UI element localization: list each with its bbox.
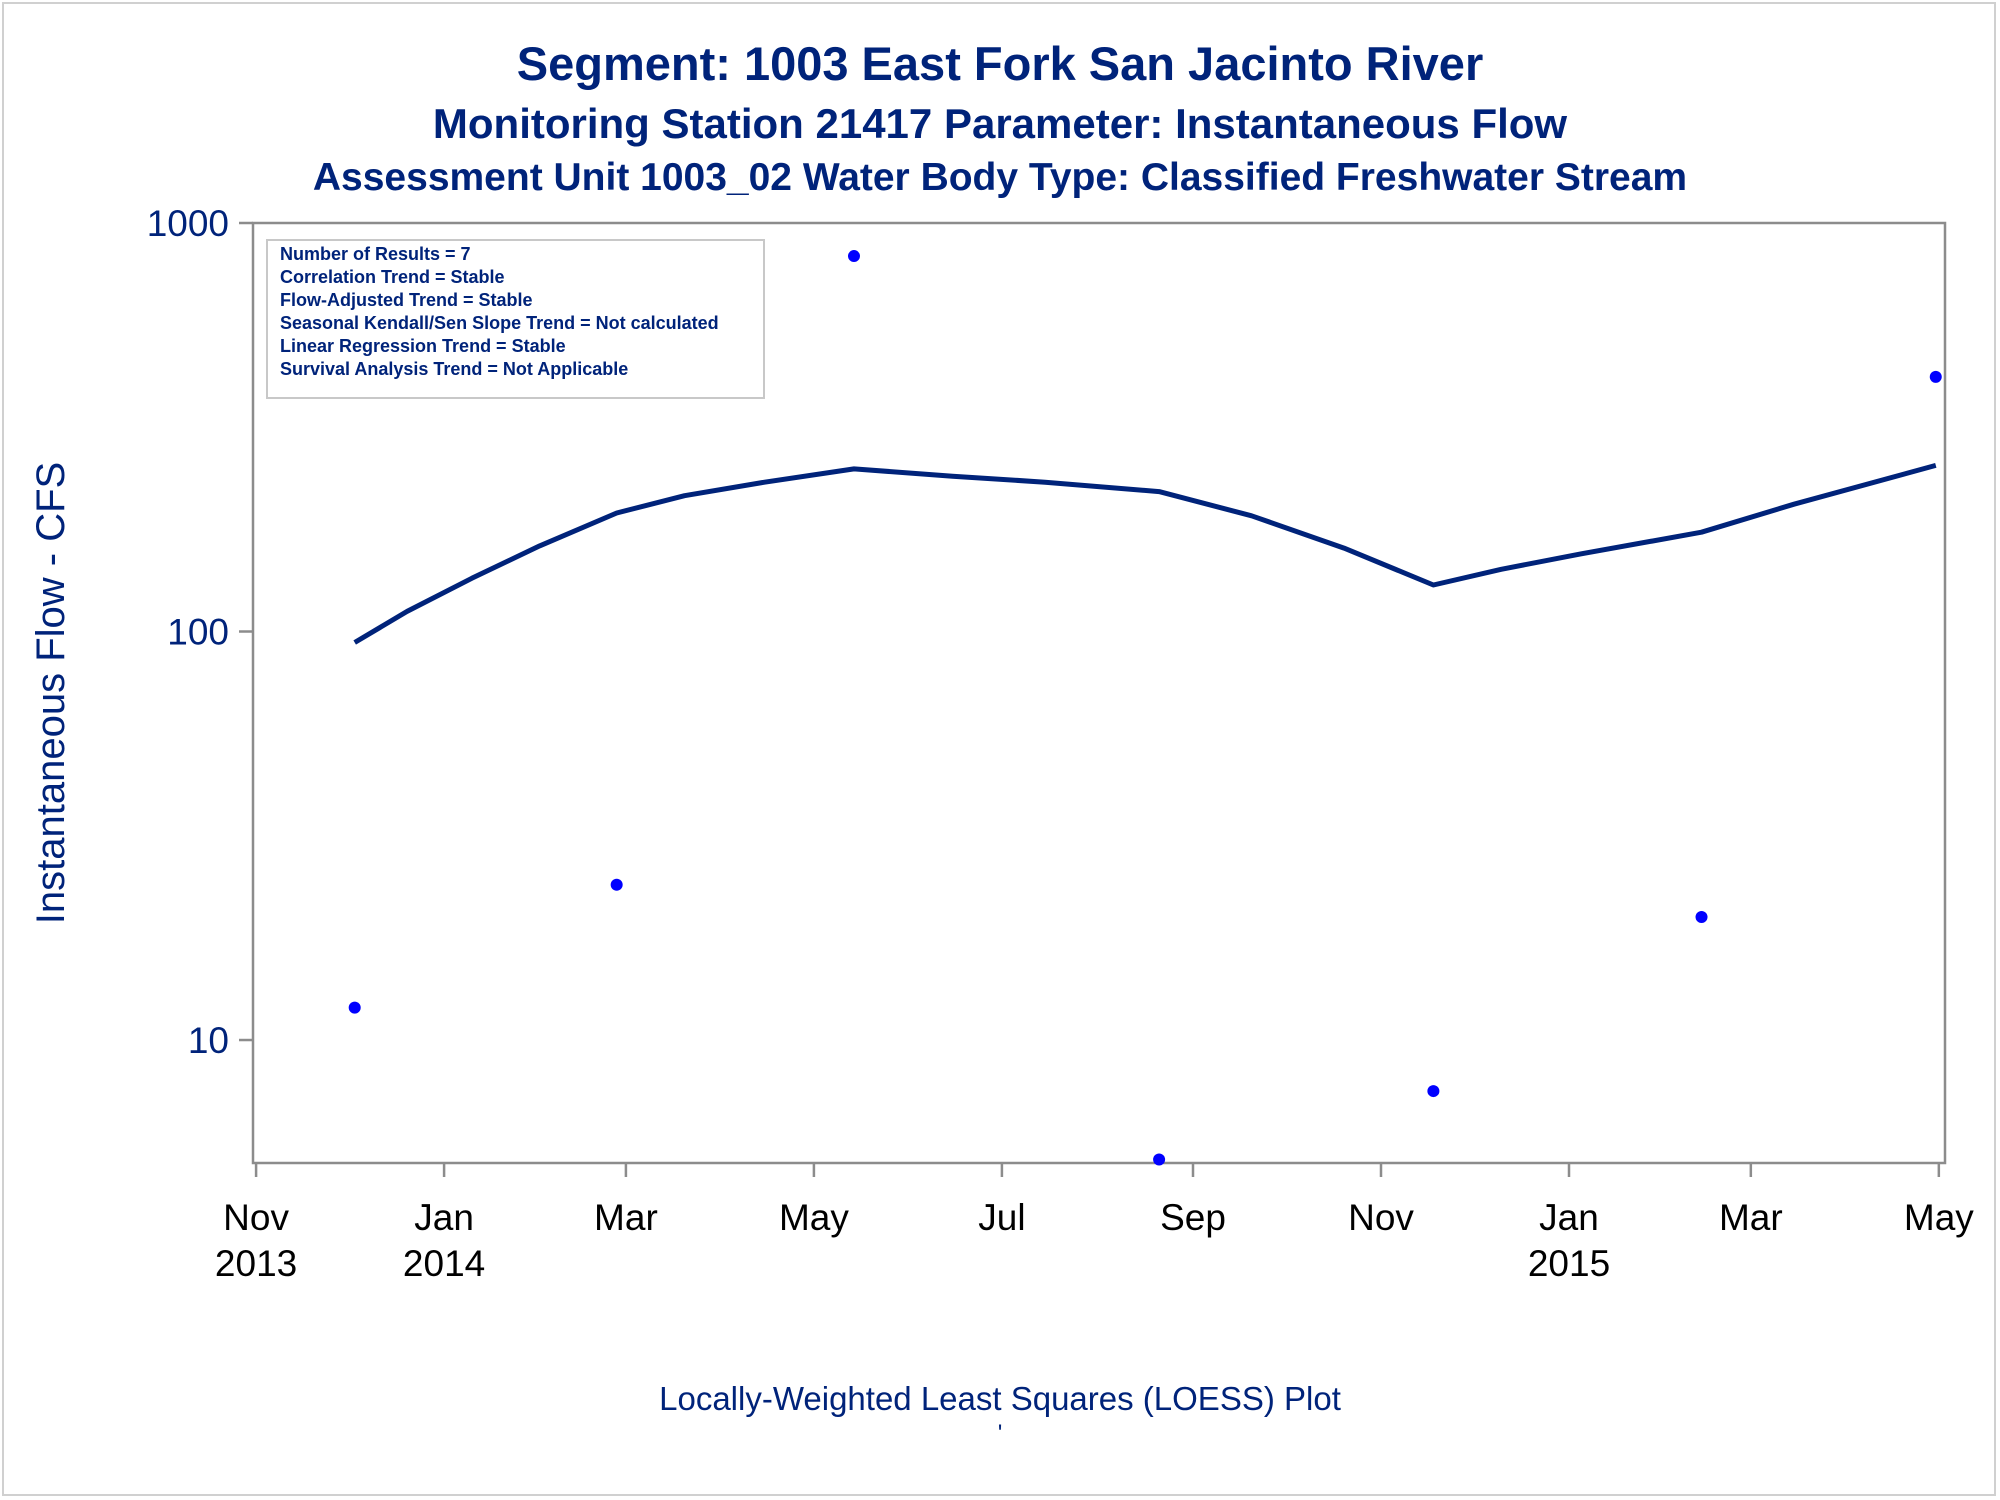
chart-title: Segment: 1003 East Fork San Jacinto Rive… — [516, 37, 1484, 90]
y-tick-label: 1000 — [147, 203, 229, 244]
stats-box-line: Linear Regression Trend = Stable — [280, 336, 566, 356]
x-tick-label-month: Jan — [414, 1197, 474, 1238]
y-axis-label: Instantaneous Flow - CFS — [29, 462, 73, 924]
loess-curve — [353, 462, 1937, 645]
y-tick-label: 100 — [167, 612, 229, 653]
x-tick-label-year: 2015 — [1528, 1243, 1610, 1284]
data-point — [1427, 1085, 1440, 1098]
x-axis: Nov 2013 Jan 2014 Mar May Jul Sep Nov Jan 2015 Mar M… — [215, 1163, 1974, 1284]
chart-subtitle-assessment: Assessment Unit 1003_02 Water Body Type:… — [312, 156, 1688, 199]
x-tick-label-month: Sep — [1160, 1197, 1226, 1238]
chart-footnote: Locally-Weighted Least Squares (LOESS) P… — [659, 1380, 1341, 1417]
x-tick-label-month: Mar — [594, 1197, 658, 1238]
x-tick-label-month: Mar — [1719, 1197, 1783, 1238]
stats-box-line: Survival Analysis Trend = Not Applicable — [280, 359, 628, 379]
y-axis: 10 100 1000 — [147, 203, 253, 1061]
stats-box-line: Flow-Adjusted Trend = Stable — [280, 290, 533, 310]
x-tick-label-year: 2013 — [215, 1243, 297, 1284]
x-tick-label-month: Jul — [978, 1197, 1025, 1238]
data-points — [348, 250, 1942, 1166]
chart-footnote-mark: ' — [997, 1420, 1003, 1447]
y-tick-label: 10 — [188, 1020, 229, 1061]
data-point — [847, 250, 860, 263]
chart-subtitle-station: Monitoring Station 21417 Parameter: Inst… — [432, 100, 1568, 147]
x-tick-label-month: May — [779, 1197, 849, 1238]
stats-legend-box: Number of Results = 7 Correlation Trend =… — [266, 239, 765, 399]
stats-box-line: Correlation Trend = Stable — [280, 267, 505, 287]
stats-box-line: Seasonal Kendall/Sen Slope Trend = Not c… — [280, 313, 719, 333]
x-tick-label-month: May — [1904, 1197, 1974, 1238]
x-tick-label-month: Jan — [1539, 1197, 1599, 1238]
x-tick-label-year: 2014 — [403, 1243, 485, 1284]
data-point — [1929, 370, 1942, 383]
x-tick-label-month: Nov — [223, 1197, 289, 1238]
data-point — [1695, 911, 1708, 924]
data-point — [348, 1001, 361, 1014]
x-tick-label-month: Nov — [1348, 1197, 1414, 1238]
stats-box-line: Number of Results = 7 — [280, 244, 471, 264]
stats-box-border — [266, 239, 765, 399]
data-point — [610, 878, 623, 891]
data-point — [1153, 1153, 1166, 1166]
